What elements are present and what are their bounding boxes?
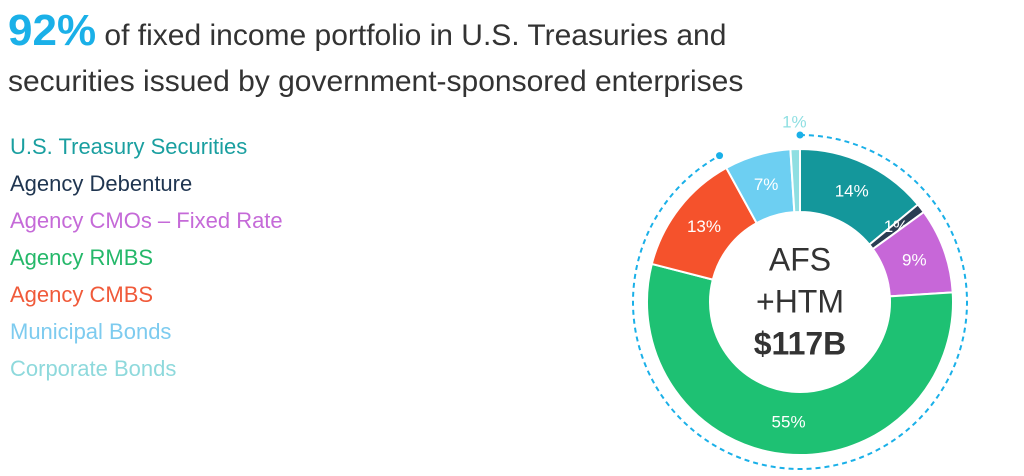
value-label: 7% [754,175,779,194]
title-text: of fixed income portfolio in U.S. Treasu… [8,19,744,98]
legend-entry: Corporate Bonds [10,356,177,381]
center-label: +HTM [756,283,844,319]
arc-end [716,152,724,160]
legend-entry: Agency RMBS [10,245,154,270]
value-label: 1% [782,113,807,132]
legend-entry: Agency Debenture [10,171,193,196]
legend-entry: U.S. Treasury Securities [10,134,248,159]
legend: U.S. Treasury Securities Agency Debenture… [10,132,283,391]
value-label: 14% [835,182,869,201]
value-label: 55% [772,412,806,431]
value-label: 9% [902,250,927,269]
center-label: $117B [754,325,847,361]
legend-entry: Municipal Bonds [10,319,172,344]
donut-segment [789,147,801,214]
title: 92% of fixed income portfolio in U.S. Tr… [8,8,858,105]
title-highlight: 92% [8,6,97,55]
arc-end [796,131,804,139]
center-label: AFS [769,241,831,277]
value-label: 13% [687,217,721,236]
highlight-arc [632,134,968,470]
legend-entry: Agency CMBS [10,282,154,307]
donut-segment [646,262,954,456]
legend-entry: Agency CMOs – Fixed Rate [10,208,283,233]
